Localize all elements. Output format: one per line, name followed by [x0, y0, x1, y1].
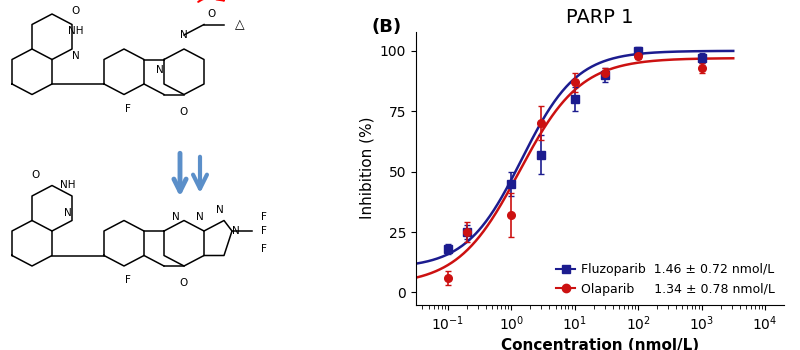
Text: (B): (B): [372, 18, 402, 36]
X-axis label: Concentration (nmol/L): Concentration (nmol/L): [501, 338, 699, 350]
Text: N: N: [172, 212, 180, 222]
Text: N: N: [216, 205, 224, 215]
Text: F: F: [261, 212, 267, 222]
Text: N: N: [196, 212, 204, 222]
Legend: Fluzoparib  1.46 ± 0.72 nmol/L, Olaparib     1.34 ± 0.78 nmol/L: Fluzoparib 1.46 ± 0.72 nmol/L, Olaparib …: [554, 261, 778, 298]
Text: F: F: [261, 244, 267, 253]
Text: N: N: [232, 226, 240, 236]
Text: NH: NH: [68, 27, 84, 36]
Text: F: F: [261, 226, 267, 236]
Text: NH: NH: [60, 181, 76, 190]
Text: N: N: [156, 65, 164, 75]
Text: F: F: [125, 104, 131, 113]
Text: O: O: [72, 6, 80, 15]
Text: △: △: [235, 18, 245, 31]
Text: N: N: [180, 30, 188, 40]
FancyArrowPatch shape: [198, 0, 224, 2]
Y-axis label: Inhibition (%): Inhibition (%): [359, 117, 374, 219]
Text: N: N: [64, 209, 72, 218]
Text: O: O: [32, 170, 40, 180]
Text: F: F: [125, 275, 131, 285]
Text: O: O: [180, 279, 188, 288]
Text: N: N: [72, 51, 80, 61]
Title: PARP 1: PARP 1: [566, 8, 634, 27]
FancyArrowPatch shape: [193, 157, 207, 189]
Text: O: O: [180, 107, 188, 117]
Text: O: O: [208, 9, 216, 19]
